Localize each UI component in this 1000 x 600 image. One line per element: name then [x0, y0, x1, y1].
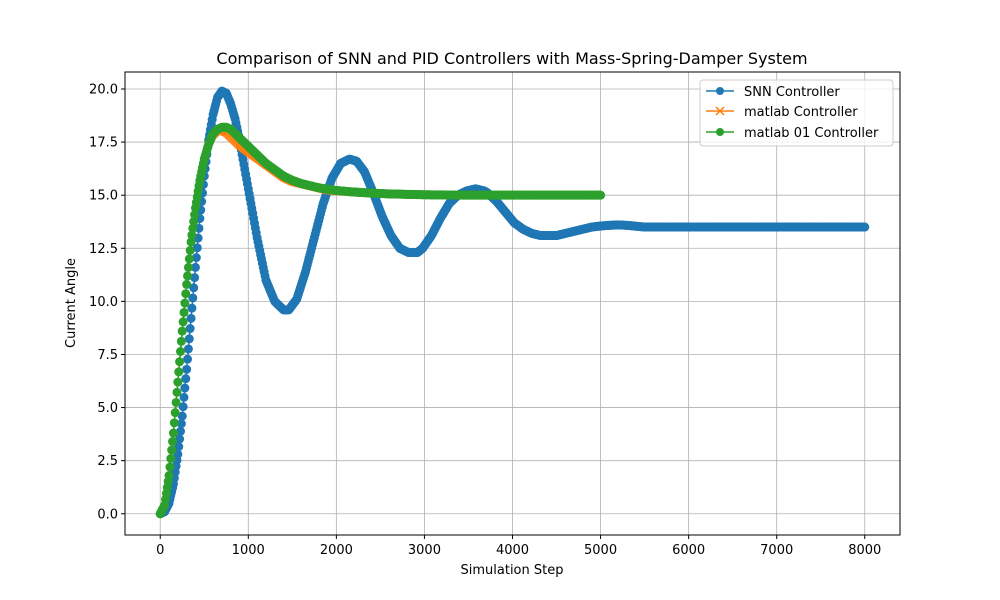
data-point-matlab-01	[171, 397, 181, 407]
data-point-matlab-01	[175, 346, 185, 356]
y-tick-label: 5.0	[97, 401, 118, 416]
data-point-matlab-01	[173, 377, 183, 387]
data-point-matlab-01	[164, 471, 174, 481]
data-point-matlab-01	[165, 462, 175, 472]
y-tick-label: 10.0	[89, 295, 118, 310]
data-point-matlab-01	[185, 245, 195, 255]
data-point-matlab-01	[170, 408, 180, 418]
data-point-matlab-01	[183, 271, 193, 281]
data-point-snn	[190, 262, 200, 272]
legend-item-matlab: matlab Controller	[706, 105, 858, 120]
data-point-snn	[191, 253, 201, 263]
x-tick-label: 2000	[320, 543, 353, 558]
data-point-matlab-01	[167, 445, 177, 455]
y-tick-label: 20.0	[89, 82, 118, 97]
legend: SNN Controller matlab Controller matlab …	[699, 79, 894, 147]
x-axis-label: Simulation Step	[461, 563, 564, 578]
data-point-matlab-01	[187, 230, 197, 240]
data-point-snn	[190, 273, 200, 283]
x-tick-label: 1000	[232, 543, 265, 558]
data-point-matlab-01	[180, 298, 190, 308]
data-point-matlab-01	[175, 357, 185, 367]
data-point-matlab-01	[190, 210, 200, 220]
data-point-matlab-01	[184, 254, 194, 264]
data-point-matlab-01	[183, 262, 193, 272]
ticks: 0 1000 2000 3000 4000 5000 6000 7000 8000 0.0 2.5 5…	[89, 82, 881, 558]
legend-label-snn: SNN Controller	[744, 85, 840, 100]
y-axis-label: Current Angle	[64, 258, 79, 348]
data-point-matlab-01	[174, 367, 184, 377]
data-point-snn	[178, 402, 188, 412]
data-point-matlab-01	[596, 190, 606, 200]
data-point-matlab-01	[188, 223, 198, 233]
data-point-snn	[186, 313, 196, 323]
data-point-snn	[174, 442, 184, 452]
data-point-snn	[192, 243, 202, 253]
y-tick-label: 12.5	[89, 242, 118, 257]
data-point-snn	[185, 324, 195, 334]
data-point-snn	[175, 434, 185, 444]
data-point-snn	[194, 223, 204, 233]
x-tick-label: 3000	[408, 543, 441, 558]
data-point-snn	[183, 344, 193, 354]
legend-marker-matlab	[715, 106, 725, 116]
chart-title: Comparison of SNN and PID Controllers wi…	[216, 49, 807, 68]
legend-item-matlab-01: matlab 01 Controller	[706, 126, 879, 141]
series-matlab-01	[155, 122, 606, 519]
data-point-matlab-01	[189, 217, 199, 227]
data-point-snn	[860, 222, 870, 232]
x-tick-label: 0	[156, 543, 164, 558]
data-point-matlab-01	[172, 387, 182, 397]
data-point-matlab-01	[176, 336, 186, 346]
data-point-matlab-01	[181, 289, 191, 299]
x-tick-label: 8000	[848, 543, 881, 558]
data-point-snn	[182, 364, 192, 374]
x-tick-label: 7000	[760, 543, 793, 558]
data-point-snn	[179, 392, 189, 402]
data-point-matlab-01	[177, 326, 187, 336]
data-point-snn	[176, 419, 186, 429]
legend-item-snn: SNN Controller	[706, 85, 840, 100]
legend-marker-matlab-01	[716, 128, 724, 136]
legend-label-matlab-01: matlab 01 Controller	[744, 126, 879, 141]
data-point-snn	[189, 283, 199, 293]
x-tick-label: 6000	[672, 543, 705, 558]
y-tick-label: 7.5	[97, 348, 118, 363]
data-point-snn	[184, 334, 194, 344]
y-tick-label: 15.0	[89, 189, 118, 204]
data-point-snn	[181, 374, 191, 384]
data-point-matlab-01	[179, 307, 189, 317]
x-tick-label: 5000	[584, 543, 617, 558]
data-point-matlab-01	[182, 279, 192, 289]
data-point-snn	[180, 383, 190, 393]
data-point-matlab-01	[186, 237, 196, 247]
x-tick-label: 4000	[496, 543, 529, 558]
data-point-snn	[183, 354, 193, 364]
data-point-matlab-01	[169, 418, 179, 428]
data-point-matlab-01	[178, 317, 188, 327]
data-point-snn	[177, 411, 187, 421]
data-point-matlab-01	[166, 454, 176, 464]
data-point-matlab-01	[168, 437, 178, 447]
data-point-matlab-01	[168, 428, 178, 438]
y-tick-label: 0.0	[97, 507, 118, 522]
legend-marker-snn	[716, 87, 724, 95]
y-tick-label: 2.5	[97, 454, 118, 469]
y-tick-label: 17.5	[89, 136, 118, 151]
data-point-snn	[187, 303, 197, 313]
legend-box	[699, 79, 894, 147]
data-point-snn	[188, 293, 198, 303]
legend-label-matlab: matlab Controller	[744, 105, 858, 120]
data-point-snn	[175, 426, 185, 436]
series-layer	[155, 86, 870, 519]
